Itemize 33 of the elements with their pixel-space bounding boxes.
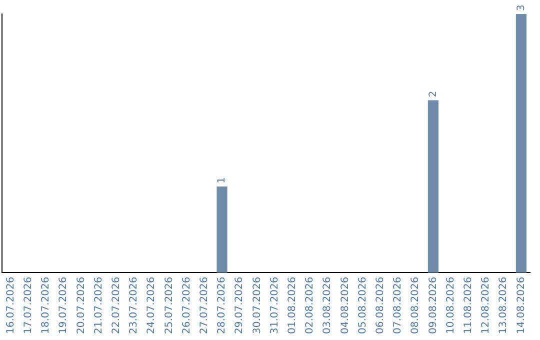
x-tick-label: 20.07.2026 (76, 276, 87, 334)
x-tick-label: 22.07.2026 (110, 276, 122, 334)
x-tick-label: 01.08.2026 (286, 276, 298, 334)
x-tick-label: 06.08.2026 (374, 276, 386, 334)
x-tick-label: 24.07.2026 (146, 276, 158, 334)
data-label: 1 (216, 177, 228, 184)
x-tick-label: 17.07.2026 (22, 276, 34, 334)
x-tick-label: 08.08.2026 (410, 276, 422, 334)
x-tick-label: 23.07.2026 (128, 276, 140, 334)
x-tick-label: 18.07.2026 (40, 276, 52, 334)
x-tick-label: 13.08.2026 (498, 276, 510, 334)
x-tick-label: 04.08.2026 (340, 276, 351, 334)
x-tick-label: 07.08.2026 (392, 276, 404, 334)
x-tick-label: 29.07.2026 (234, 276, 246, 334)
x-tick-label: 16.07.2026 (5, 276, 16, 334)
x-tick-label: 02.08.2026 (304, 276, 316, 334)
data-label: 2 (428, 90, 439, 98)
x-tick-label: 11.08.2026 (462, 276, 474, 334)
x-tick-label: 31.07.2026 (269, 276, 280, 334)
x-tick-label: 30.07.2026 (252, 276, 263, 334)
x-tick-label: 26.07.2026 (181, 276, 192, 334)
x-tick-label: 10.08.2026 (445, 276, 456, 334)
x-tick-label: 05.08.2026 (357, 276, 368, 334)
x-tick-label: 27.07.2026 (198, 276, 210, 334)
x-tick-label: 14.08.2026 (516, 276, 527, 334)
x-tick-label: 12.08.2026 (480, 276, 492, 334)
x-tick-label: 19.07.2026 (58, 276, 70, 334)
x-tick-label: 03.08.2026 (322, 276, 334, 334)
x-tick-label: 21.07.2026 (93, 276, 104, 334)
x-tick-label: 25.07.2026 (164, 276, 175, 334)
x-tick-label: 09.08.2026 (428, 276, 439, 334)
data-label: 3 (516, 4, 527, 11)
x-tick-label: 28.07.2026 (216, 276, 228, 334)
